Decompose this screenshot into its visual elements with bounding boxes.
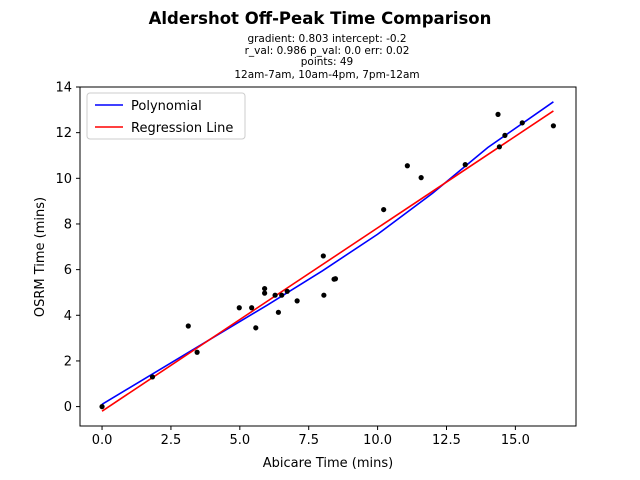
plot-frame <box>79 86 577 427</box>
series-line-regression-line <box>101 110 554 412</box>
chart-subtitle-line-1: gradient: 0.803 intercept: -0.2 <box>247 33 406 45</box>
x-axis-label: Abicare Time (mins) <box>263 456 393 471</box>
legend-label-polynomial: Polynomial <box>131 99 202 114</box>
x-tick-label: 12.5 <box>432 433 461 448</box>
data-point <box>284 288 290 294</box>
data-point <box>321 292 327 298</box>
data-point <box>194 349 200 355</box>
data-point <box>550 123 557 129</box>
y-axis-label: OSRM Time (mins) <box>33 197 48 317</box>
axes: 0.0 2.5 5.0 7.5 10.0 12.5 15.0 0 2 4 6 8 10 12 14 <box>55 81 577 448</box>
y-tick-label: 0 <box>64 400 72 415</box>
y-tick-label: 14 <box>55 81 72 96</box>
data-point <box>320 253 326 259</box>
data-point <box>272 292 278 298</box>
x-tick-label: 7.5 <box>298 433 319 448</box>
data-point <box>249 305 255 311</box>
data-point <box>381 206 387 213</box>
data-point <box>502 132 508 138</box>
data-point <box>236 305 242 311</box>
x-tick-label: 2.5 <box>161 433 182 448</box>
x-tick-label: 5.0 <box>229 433 250 448</box>
chart-subtitle-line-3: points: 49 <box>301 56 354 68</box>
series-line-polynomial <box>101 101 554 405</box>
legend-box <box>86 92 246 140</box>
y-tick-label: 12 <box>55 126 72 141</box>
data-point <box>149 374 156 380</box>
chart-title: Aldershot Off-Peak Time Comparison <box>149 9 492 28</box>
data-point <box>404 163 410 169</box>
data-point <box>275 309 281 315</box>
data-point <box>332 276 339 282</box>
chart-subtitle-line-4: 12am-7am, 10am-4pm, 7pm-12am <box>234 69 419 81</box>
data-point <box>496 144 502 150</box>
legend: Polynomial Regression Line <box>86 92 246 140</box>
data-point <box>253 325 259 331</box>
data-point <box>495 111 501 117</box>
x-tick-label: 10.0 <box>363 433 392 448</box>
plot-area <box>99 101 557 412</box>
data-point <box>462 162 468 168</box>
y-tick-label: 8 <box>64 217 72 232</box>
data-point <box>519 120 525 126</box>
data-point <box>185 323 191 329</box>
x-tick-label: 0.0 <box>92 433 113 448</box>
data-point <box>294 298 300 304</box>
data-point <box>99 404 105 410</box>
data-point <box>262 285 268 292</box>
y-tick-label: 2 <box>64 354 72 369</box>
legend-label-regression-line: Regression Line <box>131 121 233 136</box>
data-point <box>262 290 268 296</box>
chart-subtitle-line-2: r_val: 0.986 p_val: 0.0 err: 0.02 <box>245 45 410 57</box>
data-point <box>418 175 424 181</box>
y-tick-label: 6 <box>64 263 72 278</box>
x-tick-label: 15.0 <box>501 433 530 448</box>
data-point <box>279 292 285 298</box>
y-tick-label: 10 <box>55 172 72 187</box>
y-tick-label: 4 <box>64 309 72 324</box>
